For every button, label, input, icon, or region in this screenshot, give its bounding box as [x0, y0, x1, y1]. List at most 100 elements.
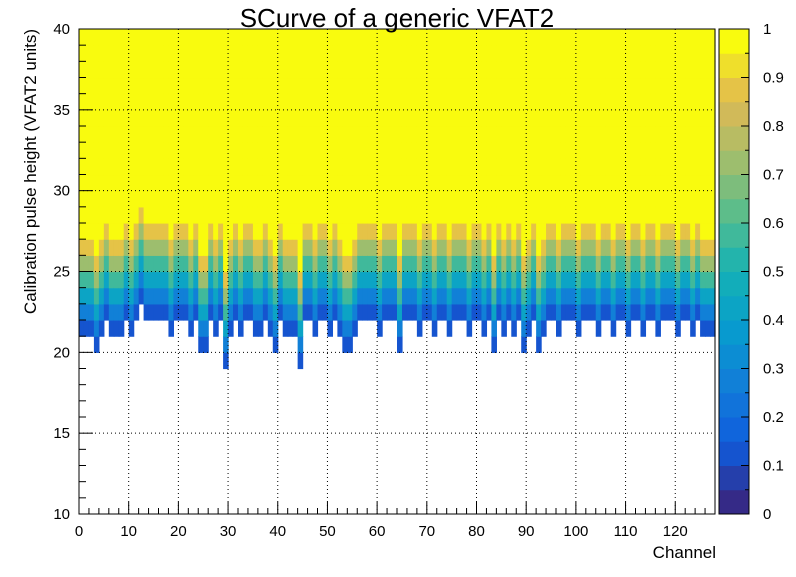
heatmap-cell	[133, 61, 140, 79]
heatmap-cell	[456, 239, 463, 256]
heatmap-cell	[570, 303, 577, 321]
heatmap-cell	[501, 206, 507, 224]
heatmap-cell	[228, 29, 234, 46]
heatmap-cell	[392, 206, 398, 224]
heatmap-cell	[337, 158, 343, 176]
heatmap-cell	[645, 29, 652, 46]
heatmap-cell	[491, 77, 497, 95]
heatmap-cell	[262, 287, 269, 305]
heatmap-cell	[466, 239, 473, 256]
heatmap-cell	[327, 45, 334, 62]
heatmap-cell	[282, 303, 289, 321]
heatmap-cell	[113, 93, 120, 111]
heatmap-cell	[93, 45, 100, 62]
heatmap-cell	[441, 190, 448, 208]
heatmap-cell	[238, 126, 244, 143]
heatmap-cell	[570, 287, 577, 305]
heatmap-cell	[511, 93, 517, 111]
heatmap-cell	[426, 255, 433, 273]
heatmap-cell	[183, 109, 189, 127]
heatmap-cell	[128, 320, 135, 337]
heatmap-cell	[213, 29, 219, 46]
heatmap-cell	[560, 239, 567, 256]
heatmap-cell	[551, 29, 557, 46]
heatmap-cell	[471, 29, 478, 46]
heatmap-cell	[670, 190, 676, 208]
heatmap-cell	[605, 174, 612, 192]
heatmap-cell	[392, 239, 398, 256]
heatmap-cell	[153, 158, 160, 176]
heatmap-cell	[193, 93, 199, 111]
heatmap-cell	[158, 109, 165, 127]
heatmap-cell	[411, 239, 418, 256]
heatmap-cell	[113, 142, 120, 159]
heatmap-cell	[620, 77, 627, 95]
heatmap-cell	[551, 61, 557, 79]
heatmap-cell	[625, 77, 632, 95]
heatmap-cell	[238, 29, 244, 46]
heatmap-cell	[491, 29, 497, 46]
heatmap-cell	[228, 77, 234, 95]
heatmap-cell	[421, 93, 428, 111]
heatmap-cell	[382, 126, 388, 143]
heatmap-cell	[665, 303, 671, 321]
heatmap-cell	[223, 29, 229, 46]
heatmap-cell	[640, 158, 647, 176]
heatmap-cell	[213, 61, 219, 79]
heatmap-cell	[456, 77, 463, 95]
heatmap-cell	[700, 109, 706, 127]
heatmap-cell	[198, 320, 204, 337]
heatmap-cell	[397, 287, 403, 305]
heatmap-cell	[406, 190, 413, 208]
heatmap-cell	[247, 93, 254, 111]
heatmap-cell	[79, 126, 85, 143]
x-tick-label: 60	[369, 523, 386, 540]
heatmap-cell	[83, 77, 90, 95]
heatmap-cell	[173, 239, 179, 256]
heatmap-cell	[650, 287, 656, 305]
heatmap-cell	[307, 158, 314, 176]
heatmap-cell	[436, 174, 443, 192]
heatmap-cell	[521, 303, 527, 321]
heatmap-cell	[247, 223, 254, 240]
heatmap-cell	[282, 255, 289, 273]
heatmap-cell	[511, 45, 517, 62]
heatmap-cell	[158, 206, 165, 224]
heatmap-cell	[342, 109, 348, 127]
heatmap-cell	[113, 174, 120, 192]
heatmap-cell	[223, 190, 229, 208]
heatmap-cell	[93, 223, 100, 240]
heatmap-cell	[556, 287, 562, 305]
heatmap-cell	[690, 287, 696, 305]
heatmap-cell	[218, 239, 224, 256]
heatmap-cell	[710, 223, 716, 240]
heatmap-cell	[242, 77, 249, 95]
heatmap-cell	[382, 287, 388, 305]
heatmap-cell	[297, 142, 304, 159]
heatmap-cell	[541, 206, 547, 224]
heatmap-cell	[570, 45, 577, 62]
x-axis: 0 10 20 30 40 50 60 70 80 90 100 110 120	[75, 502, 716, 540]
heatmap-cell	[143, 61, 150, 79]
heatmap-cell	[615, 45, 622, 62]
heatmap-cell	[565, 287, 572, 305]
heatmap-cell	[605, 287, 612, 305]
heatmap-cell	[153, 77, 160, 95]
heatmap-cell	[565, 174, 572, 192]
palette-swatch	[719, 441, 749, 466]
heatmap-cell	[466, 287, 473, 305]
heatmap-cell	[456, 190, 463, 208]
heatmap-cell	[630, 61, 637, 79]
heatmap-cell	[287, 303, 294, 321]
heatmap-cell	[372, 174, 378, 192]
heatmap-cell	[103, 271, 110, 289]
heatmap-cell	[451, 29, 458, 46]
heatmap-cell	[531, 29, 537, 46]
heatmap-cell	[516, 174, 522, 192]
heatmap-cell	[600, 255, 607, 273]
heatmap-cell	[411, 287, 418, 305]
heatmap-cell	[302, 45, 309, 62]
heatmap-cell	[143, 93, 150, 111]
heatmap-cell	[203, 190, 209, 208]
